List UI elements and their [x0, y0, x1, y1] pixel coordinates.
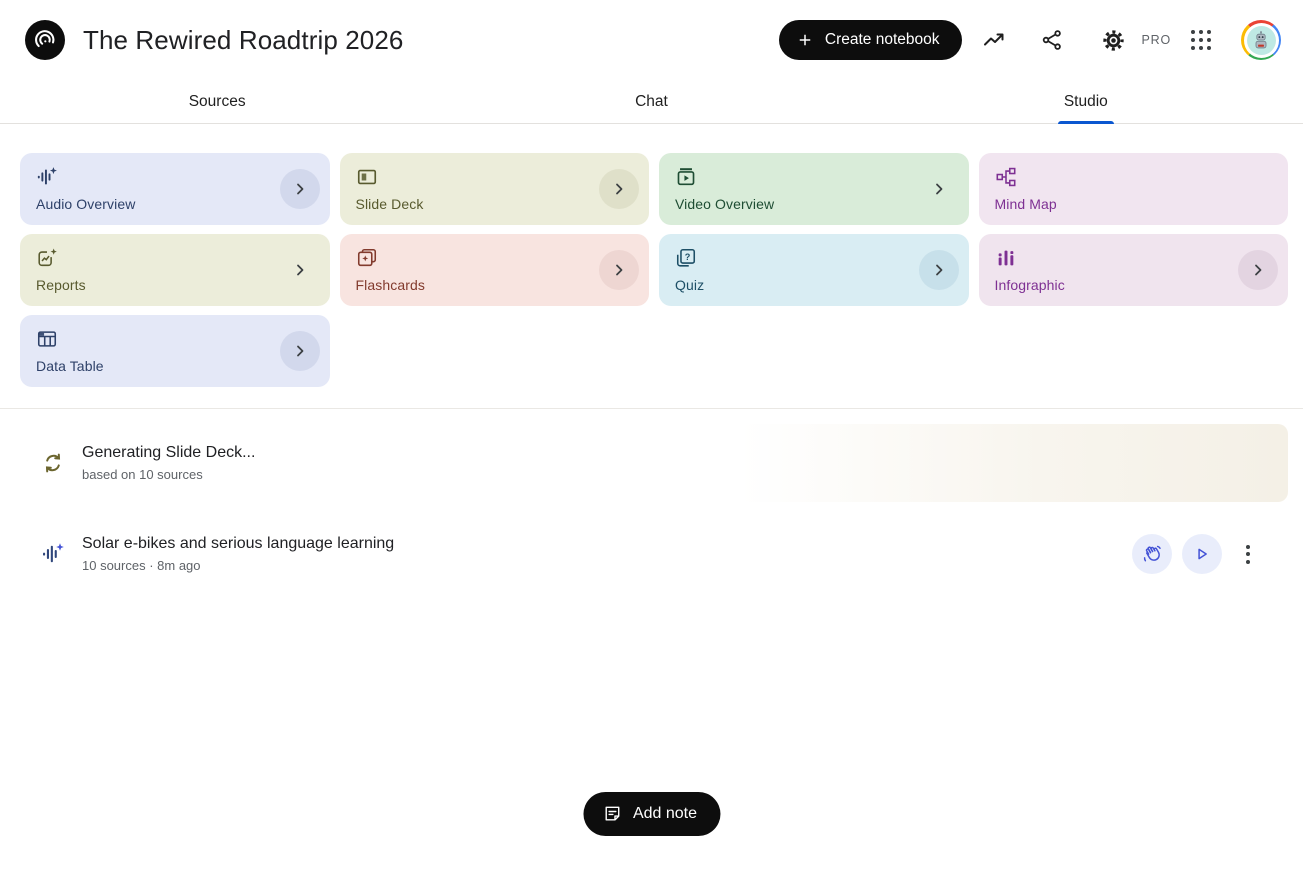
avatar-ring [1243, 22, 1279, 58]
tab-chat[interactable]: Chat [434, 80, 868, 123]
sync-spinner-icon [45, 453, 61, 473]
notebooklm-logo-icon[interactable] [25, 20, 65, 60]
chevron-right-icon[interactable] [599, 250, 639, 290]
tab-chat-label: Chat [635, 92, 668, 110]
data-table-icon [37, 331, 57, 347]
pro-badge: PRO [1141, 33, 1171, 47]
card-audio-overview[interactable]: Audio Overview [20, 153, 330, 225]
generating-progress-shimmer [740, 424, 1288, 502]
generating-subtitle: based on 10 sources [82, 467, 203, 482]
audio-artifact-title: Solar e-bikes and serious language learn… [82, 535, 395, 552]
card-video-overview[interactable]: Video Overview [659, 153, 969, 225]
reports-sparkle-icon [38, 248, 57, 267]
interactive-mode-wave-hand-icon[interactable] [1132, 534, 1172, 574]
card-label: Mind Map [994, 196, 1057, 212]
notebook-title[interactable]: The Rewired Roadtrip 2026 [83, 24, 404, 55]
infographic-bars-icon [998, 250, 1013, 266]
svg-text:?: ? [685, 252, 691, 262]
card-infographic[interactable]: Infographic [978, 234, 1288, 306]
audio-artifact-meta: 10 sources · 8m ago [82, 558, 201, 573]
card-label: Audio Overview [36, 196, 136, 212]
card-label: Quiz [675, 277, 705, 293]
flashcards-star-icon [357, 248, 376, 267]
card-label: Reports [36, 277, 86, 293]
artifacts-list: Generating Slide Deck... based on 10 sou… [0, 409, 1303, 590]
audio-actions [1122, 534, 1288, 574]
header-actions: Create notebook PRO [778, 20, 1281, 60]
chevron-right-icon[interactable] [599, 169, 639, 209]
google-apps-grid-icon[interactable] [1181, 20, 1221, 60]
card-label: Flashcards [355, 277, 425, 293]
tab-sources-label: Sources [188, 92, 246, 110]
card-slide-deck[interactable]: Slide Deck [339, 153, 649, 225]
plus-icon [796, 31, 814, 49]
generating-title: Generating Slide Deck... [82, 444, 256, 461]
card-data-table[interactable]: Data Table [20, 315, 330, 387]
tab-studio-label: Studio [1063, 92, 1108, 110]
audio-text-block: Solar e-bikes and serious language learn… [82, 535, 394, 573]
chevron-right-icon[interactable] [926, 169, 952, 209]
card-quiz[interactable]: ? Quiz [659, 234, 969, 306]
chevron-right-icon[interactable] [918, 250, 959, 290]
add-note-label: Add note [632, 805, 698, 822]
note-icon [602, 804, 622, 824]
account-avatar[interactable] [1241, 20, 1281, 60]
more-options-icon[interactable] [1236, 534, 1260, 574]
settings-gear-icon[interactable] [1094, 20, 1134, 60]
video-overview-icon [677, 168, 695, 186]
chevron-right-icon[interactable] [279, 169, 320, 209]
robot-avatar-image [1246, 25, 1276, 55]
chevron-right-icon[interactable] [1238, 250, 1278, 290]
tab-studio[interactable]: Studio [869, 80, 1303, 124]
generating-text-block: Generating Slide Deck... based on 10 sou… [82, 444, 255, 482]
create-notebook-label: Create notebook [824, 31, 940, 48]
chevron-right-icon[interactable] [279, 331, 320, 371]
audio-waveform-sparkle-icon [37, 167, 57, 185]
header: The Rewired Roadtrip 2026 Create noteboo… [0, 0, 1303, 80]
active-tab-underline [1057, 121, 1114, 124]
chevron-right-icon[interactable] [287, 250, 313, 290]
card-mind-map[interactable]: Mind Map [978, 153, 1288, 225]
audio-waveform-sparkle-icon [43, 543, 64, 563]
generating-artifact-row: Generating Slide Deck... based on 10 sou… [20, 424, 1288, 502]
tab-sources[interactable]: Sources [0, 80, 434, 123]
card-flashcards[interactable]: Flashcards [339, 234, 649, 306]
card-label: Slide Deck [355, 196, 424, 212]
play-icon[interactable] [1182, 534, 1222, 574]
section-divider [0, 408, 1303, 409]
analytics-trending-up-icon[interactable] [974, 20, 1014, 60]
card-label: Infographic [994, 277, 1065, 293]
slide-deck-icon [357, 169, 376, 185]
card-label: Data Table [36, 358, 104, 374]
add-note-button[interactable]: Add note [582, 792, 721, 836]
quiz-question-cards-icon: ? [676, 248, 696, 267]
audio-artifact-row[interactable]: Solar e-bikes and serious language learn… [20, 518, 1288, 590]
share-icon[interactable] [1032, 20, 1072, 60]
mind-map-icon [996, 167, 1015, 187]
create-notebook-button[interactable]: Create notebook [778, 20, 962, 60]
card-label: Video Overview [675, 196, 775, 212]
main-tab-bar: Sources Chat Studio [0, 80, 1303, 124]
studio-cards-grid: Audio Overview Slide Deck Video Overview [20, 153, 1288, 387]
card-reports[interactable]: Reports [20, 234, 330, 306]
